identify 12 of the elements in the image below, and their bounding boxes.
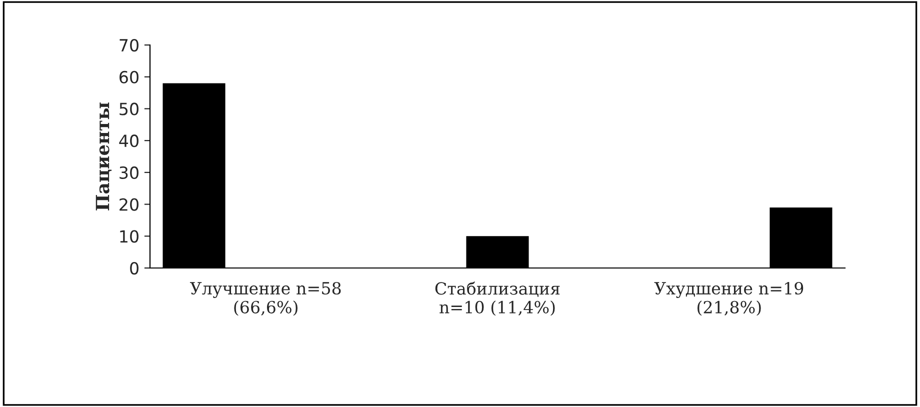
x-tick-label: Ухудшение n=19 (21,8%): [654, 282, 804, 316]
y-tick-label: 0: [130, 262, 138, 275]
y-tick-label: 40: [119, 134, 138, 148]
x-tick-label: Стабилизация n=10 (11,4%): [435, 282, 560, 316]
y-axis-title: Пациенты: [96, 102, 112, 210]
y-tick-label: 50: [120, 102, 138, 116]
y-tick-label: 30: [120, 166, 138, 179]
y-tick-label: 20: [120, 198, 138, 211]
y-tick-label: 10: [120, 230, 138, 243]
y-tick-label: 60: [120, 70, 138, 84]
x-tick-label: Улучшение n=58 (66,6%): [190, 282, 341, 316]
y-tick-label: 70: [120, 38, 138, 52]
